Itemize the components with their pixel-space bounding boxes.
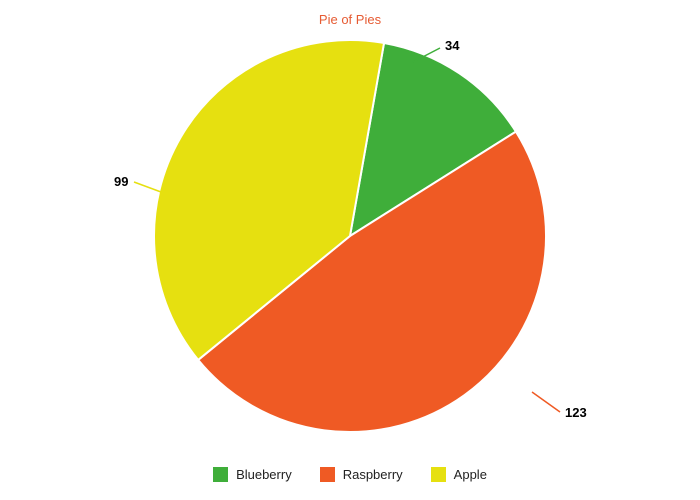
legend-swatch-1 bbox=[320, 467, 335, 482]
legend-item-blueberry: Blueberry bbox=[213, 467, 292, 482]
chart-title: Pie of Pies bbox=[0, 12, 700, 27]
legend-label-0: Blueberry bbox=[236, 467, 292, 482]
legend-swatch-0 bbox=[213, 467, 228, 482]
legend: Blueberry Raspberry Apple bbox=[0, 467, 700, 482]
legend-label-1: Raspberry bbox=[343, 467, 403, 482]
legend-item-raspberry: Raspberry bbox=[320, 467, 403, 482]
pie-plot bbox=[154, 40, 546, 432]
data-label-2: 99 bbox=[114, 174, 128, 189]
legend-item-apple: Apple bbox=[431, 467, 487, 482]
legend-swatch-2 bbox=[431, 467, 446, 482]
pie-chart: Pie of Pies 34 123 99 Blueberry Raspberr… bbox=[0, 0, 700, 500]
data-label-0: 34 bbox=[445, 38, 459, 53]
data-label-1: 123 bbox=[565, 405, 587, 420]
legend-label-2: Apple bbox=[454, 467, 487, 482]
